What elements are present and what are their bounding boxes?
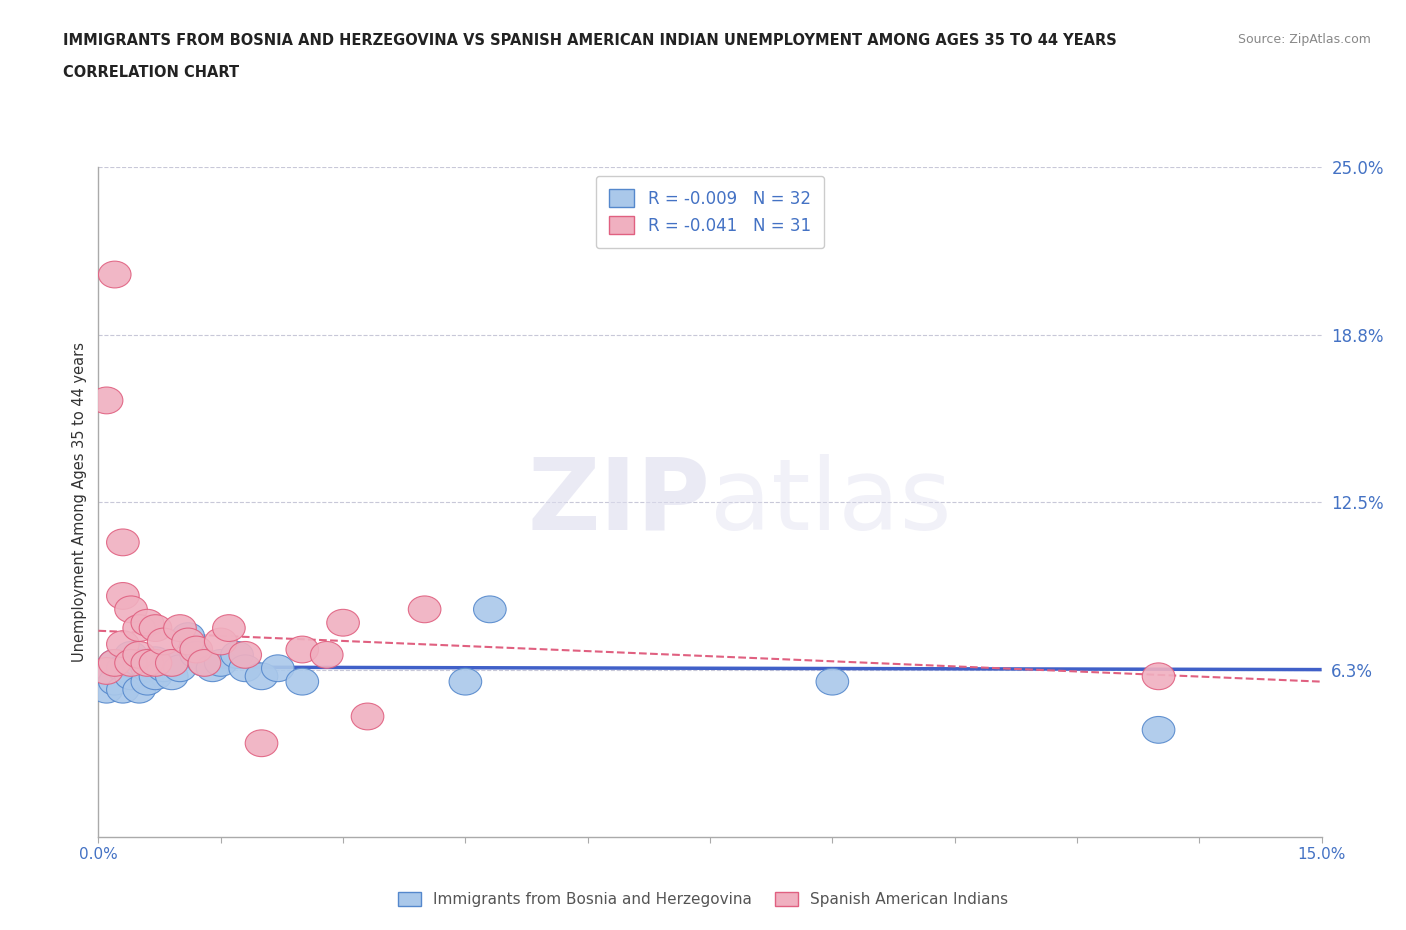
Ellipse shape — [408, 596, 441, 623]
Ellipse shape — [229, 655, 262, 682]
Ellipse shape — [107, 655, 139, 682]
Ellipse shape — [352, 703, 384, 730]
Ellipse shape — [131, 669, 163, 695]
Ellipse shape — [172, 623, 204, 649]
Ellipse shape — [449, 669, 482, 695]
Y-axis label: Unemployment Among Ages 35 to 44 years: Unemployment Among Ages 35 to 44 years — [72, 342, 87, 662]
Ellipse shape — [107, 529, 139, 556]
Ellipse shape — [180, 636, 212, 663]
Ellipse shape — [172, 628, 204, 655]
Ellipse shape — [131, 655, 163, 682]
Ellipse shape — [115, 642, 148, 669]
Ellipse shape — [245, 730, 278, 757]
Ellipse shape — [221, 642, 253, 669]
Ellipse shape — [311, 642, 343, 669]
Text: IMMIGRANTS FROM BOSNIA AND HERZEGOVINA VS SPANISH AMERICAN INDIAN UNEMPLOYMENT A: IMMIGRANTS FROM BOSNIA AND HERZEGOVINA V… — [63, 33, 1116, 47]
Ellipse shape — [115, 649, 148, 676]
Ellipse shape — [98, 649, 131, 676]
Ellipse shape — [98, 649, 131, 676]
Ellipse shape — [474, 596, 506, 623]
Ellipse shape — [139, 615, 172, 642]
Ellipse shape — [285, 669, 319, 695]
Ellipse shape — [122, 615, 156, 642]
Ellipse shape — [139, 647, 172, 673]
Ellipse shape — [98, 261, 131, 288]
Ellipse shape — [229, 642, 262, 669]
Ellipse shape — [107, 676, 139, 703]
Ellipse shape — [107, 631, 139, 658]
Text: atlas: atlas — [710, 454, 952, 551]
Ellipse shape — [115, 663, 148, 690]
Ellipse shape — [115, 596, 148, 623]
Ellipse shape — [326, 609, 360, 636]
Ellipse shape — [156, 649, 188, 676]
Ellipse shape — [204, 649, 238, 676]
Ellipse shape — [148, 628, 180, 655]
Ellipse shape — [163, 615, 197, 642]
Legend: R = -0.009   N = 32, R = -0.041   N = 31: R = -0.009 N = 32, R = -0.041 N = 31 — [596, 176, 824, 248]
Ellipse shape — [139, 663, 172, 690]
Ellipse shape — [148, 655, 180, 682]
Ellipse shape — [107, 582, 139, 609]
Ellipse shape — [212, 615, 245, 642]
Ellipse shape — [90, 658, 122, 684]
Text: Source: ZipAtlas.com: Source: ZipAtlas.com — [1237, 33, 1371, 46]
Ellipse shape — [188, 649, 221, 676]
Ellipse shape — [163, 655, 197, 682]
Ellipse shape — [90, 658, 122, 684]
Ellipse shape — [90, 676, 122, 703]
Legend: Immigrants from Bosnia and Herzegovina, Spanish American Indians: Immigrants from Bosnia and Herzegovina, … — [392, 885, 1014, 913]
Ellipse shape — [180, 642, 212, 669]
Ellipse shape — [204, 628, 238, 655]
Ellipse shape — [285, 636, 319, 663]
Ellipse shape — [197, 655, 229, 682]
Ellipse shape — [156, 663, 188, 690]
Ellipse shape — [139, 649, 172, 676]
Ellipse shape — [188, 649, 221, 676]
Ellipse shape — [245, 663, 278, 690]
Text: ZIP: ZIP — [527, 454, 710, 551]
Ellipse shape — [815, 669, 849, 695]
Ellipse shape — [1142, 663, 1175, 690]
Ellipse shape — [122, 649, 156, 676]
Ellipse shape — [1142, 716, 1175, 743]
Ellipse shape — [122, 642, 156, 669]
Ellipse shape — [90, 387, 122, 414]
Ellipse shape — [131, 649, 163, 676]
Ellipse shape — [156, 649, 188, 676]
Ellipse shape — [98, 669, 131, 695]
Ellipse shape — [262, 655, 294, 682]
Ellipse shape — [122, 676, 156, 703]
Text: CORRELATION CHART: CORRELATION CHART — [63, 65, 239, 80]
Ellipse shape — [131, 609, 163, 636]
